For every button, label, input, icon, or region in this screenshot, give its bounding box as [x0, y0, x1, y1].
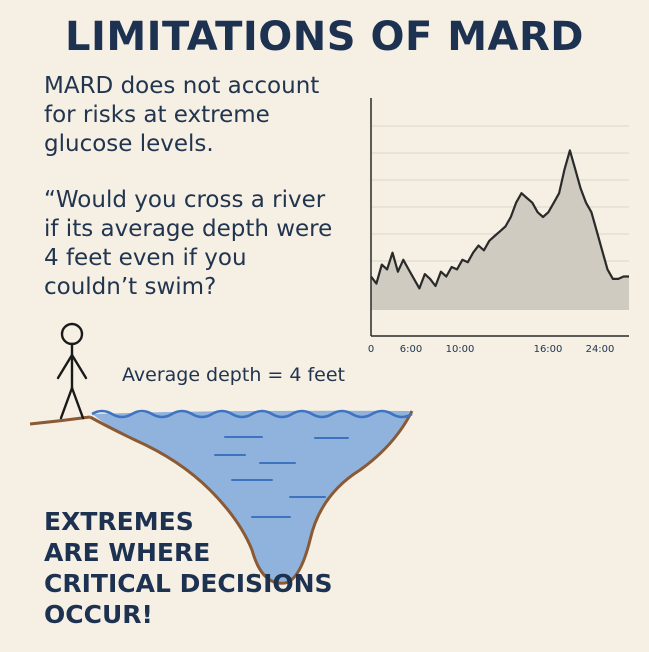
intro-line: glucose levels. — [44, 131, 214, 157]
callout-line: CRITICAL DECISIONS — [44, 569, 333, 598]
intro-line: for risks at extreme — [44, 102, 270, 128]
riverbank-left — [29, 415, 91, 426]
page-title: LIMITATIONS OF MARD — [65, 14, 584, 60]
intro-text: MARD does not account for risks at extre… — [44, 72, 364, 159]
chart-x-ticks: 0 6:00 10:00 16:00 24:00 — [368, 344, 615, 355]
extremes-callout: EXTREMES ARE WHERE CRITICAL DECISIONS OC… — [44, 506, 333, 630]
callout-line: EXTREMES — [44, 507, 194, 536]
stick-figure — [56, 322, 88, 420]
quote-line: couldn’t swim? — [44, 274, 217, 300]
chart-x-tick-label: 10:00 — [446, 344, 475, 355]
chart-x-tick-label: 24:00 — [586, 344, 615, 355]
quote-line: 4 feet even if you — [44, 245, 247, 271]
callout-line: OCCUR! — [44, 600, 153, 629]
chart-x-tick-label: 0 — [368, 344, 374, 355]
chart-x-tick-label: 16:00 — [534, 344, 563, 355]
chart-x-tick-label: 6:00 — [400, 344, 422, 355]
chart-grid — [371, 125, 629, 289]
quote-line: “Would you cross a river — [44, 187, 326, 213]
river-quote: “Would you cross a river if its average … — [44, 186, 364, 302]
water-ripples — [214, 436, 349, 518]
glucose-area — [371, 150, 629, 310]
glucose-line — [370, 149, 629, 290]
water-surface-wave — [91, 409, 413, 419]
quote-line: if its average depth were — [44, 216, 333, 242]
average-depth-label: Average depth = 4 feet — [122, 364, 346, 386]
intro-line: MARD does not account — [44, 73, 320, 99]
callout-line: ARE WHERE — [44, 538, 211, 567]
